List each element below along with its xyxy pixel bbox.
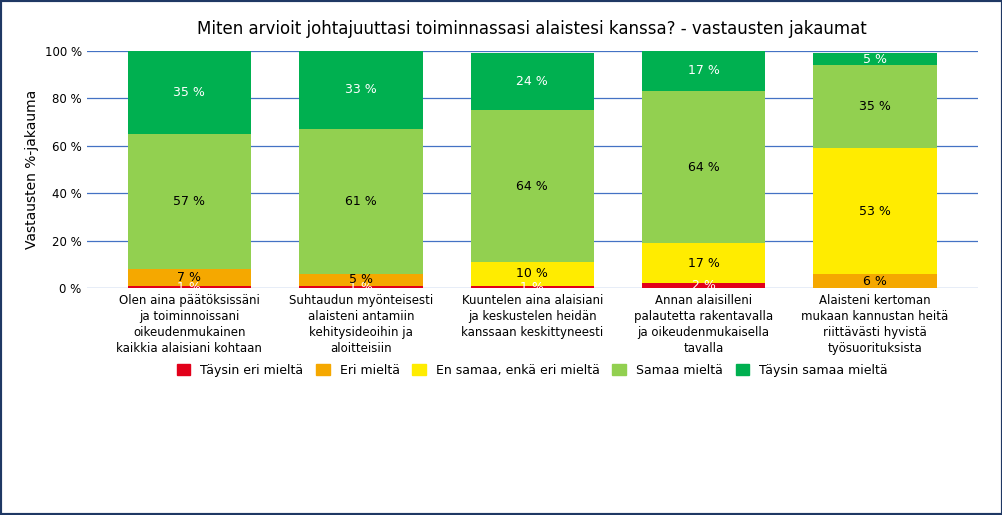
Y-axis label: Vastausten %-jakauma: Vastausten %-jakauma [25, 90, 39, 249]
Bar [813, 148, 936, 274]
Text: 64 %: 64 % [687, 161, 718, 174]
Text: 33 %: 33 % [345, 83, 377, 96]
Text: 5 %: 5 % [863, 53, 886, 65]
Bar [470, 110, 593, 262]
Bar [470, 262, 593, 286]
Bar [127, 286, 250, 288]
Bar [127, 51, 250, 134]
Text: 35 %: 35 % [173, 86, 205, 99]
Text: 17 %: 17 % [687, 64, 718, 77]
Title: Miten arvioit johtajuuttasi toiminnassasi alaistesi kanssa? - vastausten jakauma: Miten arvioit johtajuuttasi toiminnassas… [197, 20, 867, 38]
Bar [127, 134, 250, 269]
Text: 35 %: 35 % [859, 100, 890, 113]
Bar [127, 269, 250, 286]
Text: 1 %: 1 % [177, 281, 201, 294]
Bar [299, 51, 422, 129]
Text: 6 %: 6 % [863, 274, 886, 287]
Text: 5 %: 5 % [349, 273, 373, 286]
Bar [813, 65, 936, 148]
Bar [641, 243, 765, 283]
Bar [813, 274, 936, 288]
Text: 24 %: 24 % [516, 75, 548, 88]
Text: 53 %: 53 % [859, 204, 890, 217]
Bar [641, 51, 765, 91]
Text: 17 %: 17 % [687, 257, 718, 270]
Text: 10 %: 10 % [516, 267, 548, 281]
Legend: Täysin eri mieltä, Eri mieltä, En samaa, enkä eri mieltä, Samaa mieltä, Täysin s: Täysin eri mieltä, Eri mieltä, En samaa,… [171, 358, 892, 382]
Bar [641, 91, 765, 243]
Bar [299, 129, 422, 274]
Text: 2 %: 2 % [691, 279, 714, 293]
Text: 1 %: 1 % [349, 281, 373, 294]
Bar [470, 53, 593, 110]
Text: 64 %: 64 % [516, 180, 548, 193]
Text: 1 %: 1 % [520, 281, 544, 294]
Bar [299, 274, 422, 286]
Bar [470, 286, 593, 288]
Bar [299, 286, 422, 288]
Text: 61 %: 61 % [345, 195, 377, 208]
Text: 7 %: 7 % [177, 271, 201, 284]
Bar [813, 53, 936, 65]
Text: 57 %: 57 % [173, 195, 205, 208]
Bar [641, 283, 765, 288]
